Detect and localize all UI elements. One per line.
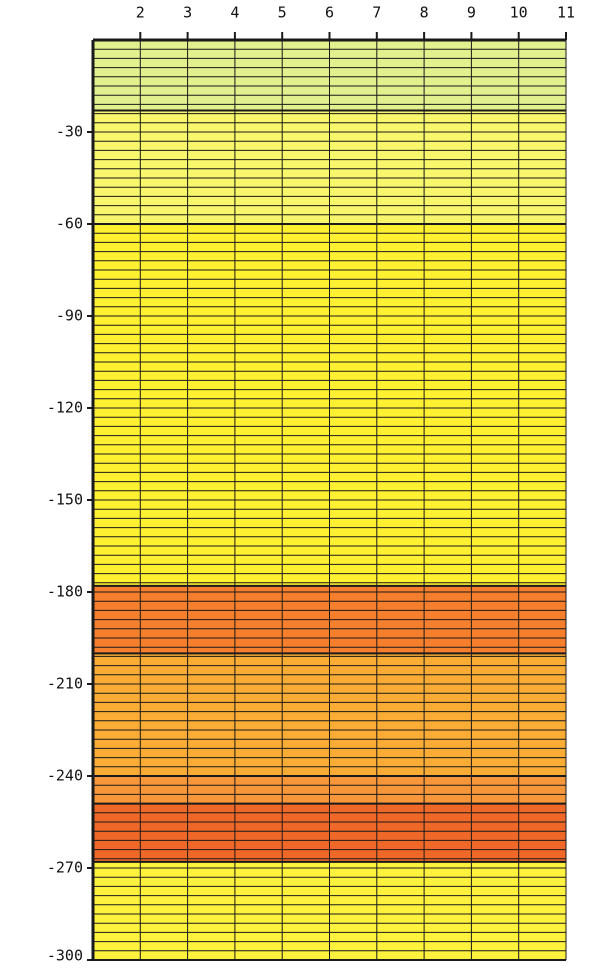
y-tick-label: -270: [47, 859, 83, 877]
y-tick-label: -90: [56, 307, 83, 325]
x-tick-label: 7: [372, 4, 381, 22]
x-tick-label: 11: [557, 4, 575, 22]
y-tick-label: -180: [47, 583, 83, 601]
x-tick-label: 3: [183, 4, 192, 22]
x-tick-label: 8: [420, 4, 429, 22]
y-tick-label: -240: [47, 767, 83, 785]
x-tick-label: 2: [136, 4, 145, 22]
x-tick-label: 9: [467, 4, 476, 22]
y-tick-label: -120: [47, 399, 83, 417]
y-tick-label: -60: [56, 215, 83, 233]
x-tick-label: 4: [230, 4, 239, 22]
y-tick-label: -210: [47, 675, 83, 693]
y-tick-label: -150: [47, 491, 83, 509]
x-tick-label: 5: [278, 4, 287, 22]
y-tick-label: -30: [56, 123, 83, 141]
y-tick-label: -300: [47, 947, 83, 965]
x-tick-label: 10: [510, 4, 528, 22]
x-tick-label: 6: [325, 4, 334, 22]
